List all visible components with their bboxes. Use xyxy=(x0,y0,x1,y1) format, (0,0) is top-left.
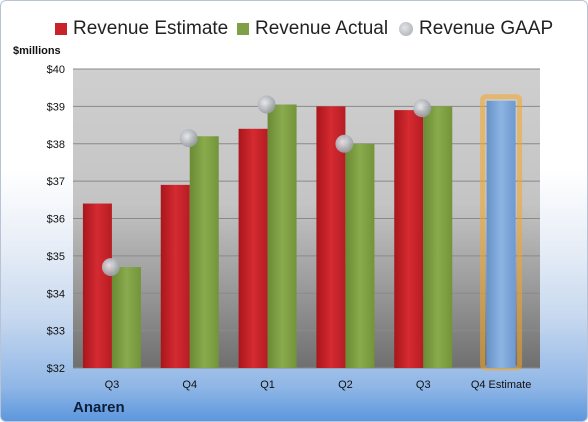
x-tick-label: Q4 Estimate xyxy=(471,379,532,391)
legend-label-estimate: Revenue Estimate xyxy=(73,18,229,39)
legend-marker-gaap xyxy=(399,22,413,36)
chart-plot: $32 $33 $34 $35 $36 $37 $38 $39 $40 Q3 Q4 Q1 Q2 Q3 Q4… xyxy=(47,64,540,391)
company-name: Anaren xyxy=(73,399,125,416)
x-tick-label: Q1 xyxy=(260,379,275,391)
x-tick-label: Q4 xyxy=(182,379,197,391)
bar-revenue-actual xyxy=(267,104,297,368)
bar-revenue-estimate xyxy=(394,110,424,369)
legend-item-estimate: Revenue Estimate xyxy=(55,17,228,41)
y-tick-label: $40 xyxy=(47,64,65,76)
y-tick-label: $35 xyxy=(47,251,65,263)
legend-item-actual: Revenue Actual xyxy=(237,17,388,41)
y-tick-label: $38 xyxy=(47,139,65,151)
bar-revenue-actual xyxy=(189,136,219,368)
y-tick-label: $37 xyxy=(47,176,65,188)
marker-revenue-gaap xyxy=(413,99,432,118)
legend-swatch-actual xyxy=(237,23,249,35)
y-tick-label: $39 xyxy=(47,101,65,113)
y-tick-label: $32 xyxy=(47,363,65,375)
marker-revenue-gaap xyxy=(101,258,120,277)
bar-revenue-actual xyxy=(345,143,375,368)
y-tick-label: $36 xyxy=(47,214,65,226)
legend-label-gaap: Revenue GAAP xyxy=(419,18,554,39)
y-axis-ticks: $32 $33 $34 $35 $36 $37 $38 $39 $40 xyxy=(47,64,65,375)
y-axis-unit-label: $millions xyxy=(13,45,61,57)
bar-revenue-forecast xyxy=(486,100,516,369)
gridlines xyxy=(73,68,540,369)
bar-revenue-actual xyxy=(423,106,453,368)
legend-item-gaap: Revenue GAAP xyxy=(399,17,553,41)
y-tick-label: $33 xyxy=(47,326,65,338)
legend-label-actual: Revenue Actual xyxy=(255,18,389,39)
legend-swatch-estimate xyxy=(55,23,67,35)
marker-revenue-gaap xyxy=(179,129,198,148)
chart-legend: Revenue Estimate Revenue Actual Revenue … xyxy=(1,17,587,41)
bars xyxy=(82,94,523,371)
x-tick-label: Q3 xyxy=(105,379,120,391)
bar-revenue-estimate xyxy=(82,203,112,368)
y-tick-label: $34 xyxy=(47,288,65,300)
marker-revenue-gaap xyxy=(257,95,276,114)
bar-revenue-actual xyxy=(111,267,141,368)
bar-revenue-estimate xyxy=(238,128,268,368)
bar-revenue-estimate xyxy=(160,184,190,368)
x-tick-label: Q3 xyxy=(416,379,431,391)
marker-revenue-gaap xyxy=(335,134,354,153)
x-tick-label: Q2 xyxy=(338,379,353,391)
x-axis-ticks: Q3 Q4 Q1 Q2 Q3 Q4 Estimate xyxy=(105,379,532,391)
